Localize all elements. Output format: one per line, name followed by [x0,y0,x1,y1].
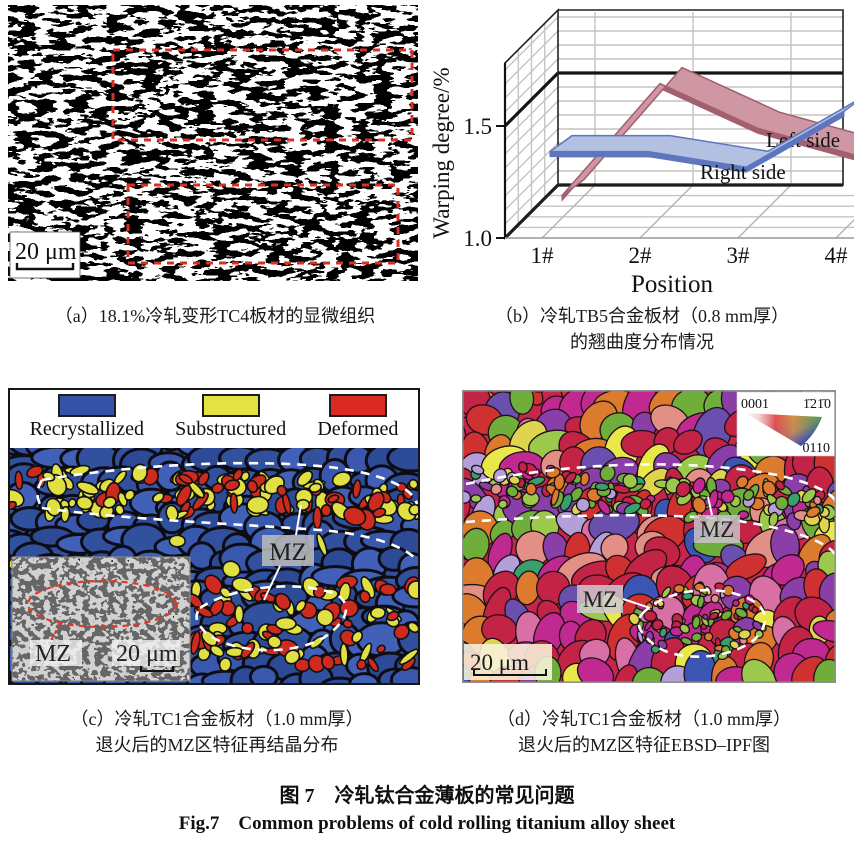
legend-item-recrystallized: Recrystallized [30,394,144,441]
deformed-label: Deformed [317,418,399,440]
mz-label-d-upper: MZ [700,517,735,542]
panel-d-ebsd-ipf-map: MZ MZ 20 μm 0001 1̄21̄0 0110 [462,390,836,683]
ipf-color-key: 0001 1̄21̄0 0110 [736,391,836,457]
inset-scale-bar-label: 20 μm [116,641,178,667]
y-tick-label: 1.0 [463,226,492,251]
panel-c-legend: Recrystallized Substructured Deformed [10,390,418,448]
inset-mz-outline [26,579,178,629]
figure-title-en: Fig.7 Common problems of cold rolling ti… [178,813,676,834]
recrystallized-swatch [57,394,116,417]
panel-c-map: MZ MZ 20 μm [10,448,418,683]
caption-b: （b）冷轧TB5合金板材（0.8 mm厚） 的翘曲度分布情况 [494,306,789,352]
inset-mz-label: MZ [35,641,71,667]
highlight-box-top [111,48,414,142]
scale-bar-a-line [15,263,75,271]
figure-title-zh: 图 7 冷轧钛合金薄板的常见问题 [279,785,575,807]
right-side-ribbon [549,101,854,169]
legend-item-substructured: Substructured [175,394,286,441]
inset-scale-bar-line [140,666,174,672]
legend-item-deformed: Deformed [317,394,398,441]
y-axis-title: Warping degree/% [430,67,454,238]
ipf-corner-0110: 0110 [803,441,830,456]
panel-a-micrograph: 20 μm [8,5,418,281]
mz-callout-c: MZ [262,504,314,601]
x-category-label: 4# [825,243,849,268]
ipf-corner-0001: 0001 [741,397,769,412]
panel-c-recrystallization-map: Recrystallized Substructured Deformed [8,388,420,685]
panel-d-border [462,390,836,683]
x-category-label: 3# [727,243,751,268]
mz-outline-c [36,461,418,652]
mz-label-c: MZ [269,539,307,566]
panel-b-warping-chart: Left sideRight side 1.0 1.5 1# 2# 3# 4# Positio… [430,8,854,298]
substructured-swatch [201,394,260,417]
scale-bar-d-line [473,669,547,676]
x-category-label: 2# [629,243,653,268]
y-tick-label: 1.5 [463,114,492,139]
chart-b-ribbons: Left sideRight side [549,66,854,202]
mz-callout-d-upper: MZ [694,496,740,543]
x-category-label: 1# [531,243,555,268]
x-axis-title: Position [631,271,713,298]
substructured-label: Substructured [175,418,287,440]
ipf-corner-1210: 1̄21̄0 [803,397,831,412]
mz-callout-d-lower: MZ [577,585,651,613]
deformed-swatch [328,394,387,417]
caption-d: （d）冷轧TC1合金板材（1.0 mm厚） 退火后的MZ区特征EBSD–IPF图 [496,709,791,755]
ipf-triangle-blue-overlay [745,413,822,446]
caption-a: （a）18.1%冷轧变形TC4板材的显微组织 [54,306,376,326]
caption-c: （c）冷轧TC1合金板材（1.0 mm厚） 退火后的MZ区特征再结晶分布 [70,709,364,755]
scale-bar-a-label: 20 μm [15,239,77,265]
highlight-box-bottom [126,183,400,265]
scale-bar-d: 20 μm [464,644,552,680]
scale-bar-a: 20 μm [9,231,81,279]
mz-label-d-lower: MZ [583,587,618,612]
panel-c-inset: MZ 20 μm [11,556,191,682]
scale-bar-d-label: 20 μm [470,650,529,675]
series-label-right-side: Right side [700,160,786,184]
inset-mz-leader [49,623,61,643]
chart-b-axes: 1.0 1.5 1# 2# 3# 4# Position Warping degree/% [430,67,848,298]
recrystallized-label: Recrystallized [29,418,144,440]
